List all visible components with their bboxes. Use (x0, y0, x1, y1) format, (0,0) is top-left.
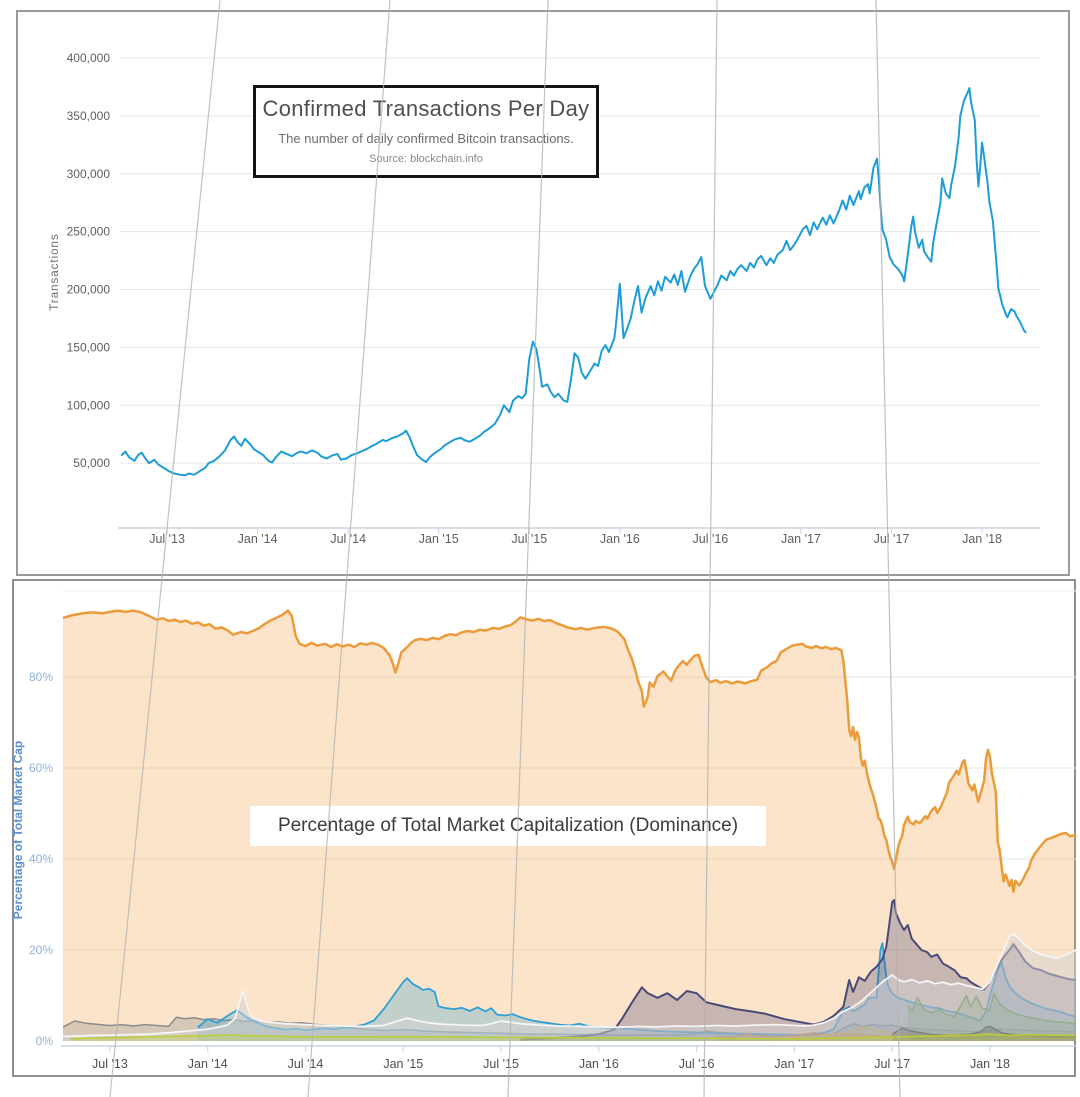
svg-text:40%: 40% (29, 852, 53, 866)
svg-text:0%: 0% (36, 1034, 54, 1048)
svg-text:50,000: 50,000 (73, 456, 110, 470)
svg-text:Jul '14: Jul '14 (288, 1057, 324, 1071)
svg-text:Jan '18: Jan '18 (962, 532, 1002, 546)
svg-text:Percentage of Total Market Cap: Percentage of Total Market Cap (11, 741, 25, 920)
svg-text:60%: 60% (29, 761, 53, 775)
svg-text:Jul '14: Jul '14 (330, 532, 366, 546)
svg-text:300,000: 300,000 (67, 167, 111, 181)
svg-text:Jan '16: Jan '16 (579, 1057, 619, 1071)
svg-text:20%: 20% (29, 943, 53, 957)
svg-text:Jan '14: Jan '14 (188, 1057, 228, 1071)
svg-text:Jul '13: Jul '13 (92, 1057, 128, 1071)
transactions-chart-subtitle: The number of daily confirmed Bitcoin tr… (278, 131, 574, 146)
svg-text:Transactions: Transactions (49, 233, 61, 310)
svg-text:Jul '17: Jul '17 (874, 1057, 910, 1071)
svg-text:200,000: 200,000 (67, 283, 111, 297)
svg-text:Jan '15: Jan '15 (419, 532, 459, 546)
svg-text:150,000: 150,000 (67, 340, 111, 354)
line-dogecoin (70, 1033, 1077, 1040)
area-others (63, 934, 1076, 1041)
svg-text:Jul '13: Jul '13 (149, 532, 185, 546)
svg-text:350,000: 350,000 (67, 109, 111, 123)
svg-text:400,000: 400,000 (67, 51, 111, 65)
svg-text:Jul '17: Jul '17 (874, 532, 910, 546)
svg-text:Jul '15: Jul '15 (483, 1057, 519, 1071)
svg-text:Jan '15: Jan '15 (383, 1057, 423, 1071)
svg-text:Jan '17: Jan '17 (774, 1057, 814, 1071)
svg-text:Jul '16: Jul '16 (679, 1057, 715, 1071)
svg-text:250,000: 250,000 (67, 225, 111, 239)
svg-text:80%: 80% (29, 670, 53, 684)
svg-text:Jul '15: Jul '15 (511, 532, 547, 546)
svg-text:100,000: 100,000 (67, 398, 111, 412)
svg-text:Jan '16: Jan '16 (600, 532, 640, 546)
svg-text:Jan '18: Jan '18 (970, 1057, 1010, 1071)
transactions-chart-source: Source: blockchain.info (369, 153, 483, 165)
transactions-title-box: Confirmed Transactions Per Day The numbe… (253, 85, 599, 178)
svg-text:Jan '14: Jan '14 (238, 532, 278, 546)
svg-text:Jan '17: Jan '17 (781, 532, 821, 546)
dominance-chart-title: Percentage of Total Market Capitalizatio… (250, 806, 766, 846)
svg-text:Jul '16: Jul '16 (693, 532, 729, 546)
transactions-chart-title: Confirmed Transactions Per Day (262, 96, 590, 121)
line-others (62, 933, 1077, 1038)
